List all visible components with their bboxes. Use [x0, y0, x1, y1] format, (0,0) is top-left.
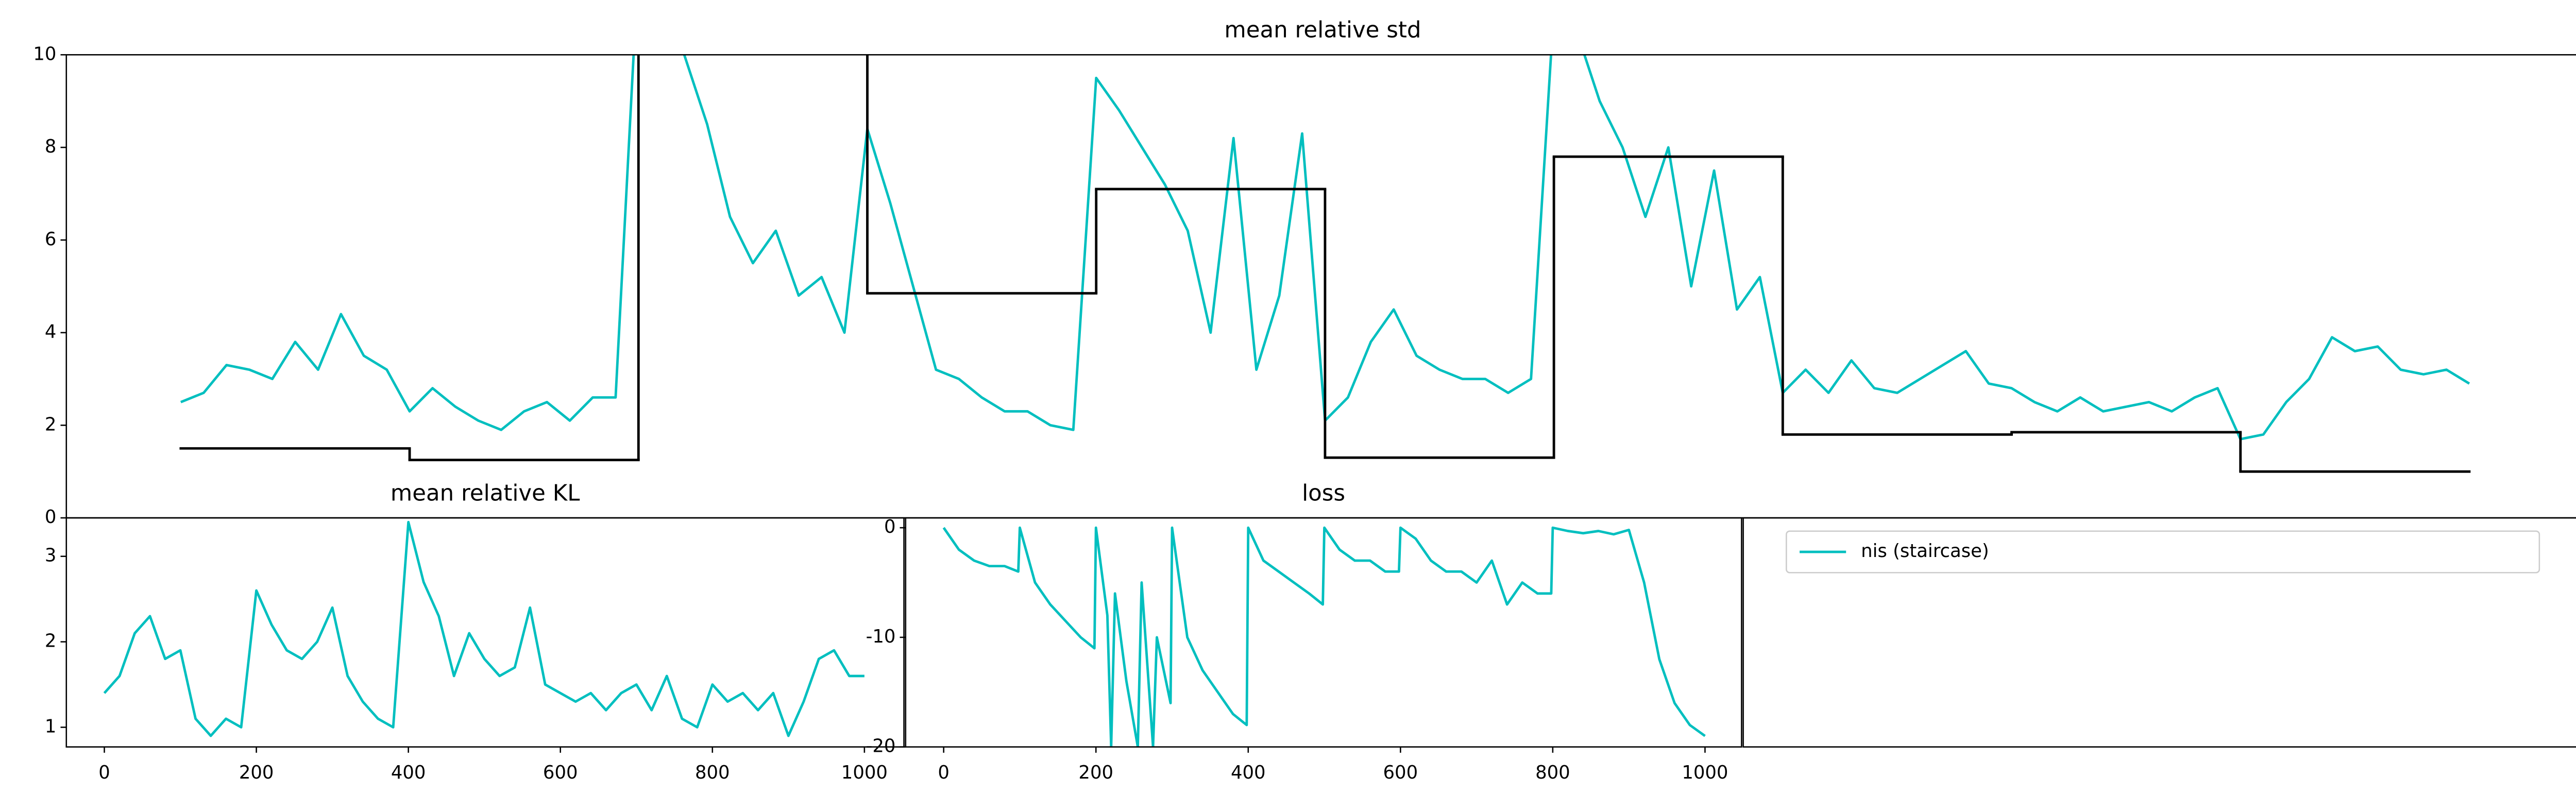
y-tick-label: -10 — [866, 626, 896, 647]
x-tick-label: 800 — [1535, 762, 1570, 783]
y-tick-label: 2 — [45, 631, 57, 652]
x-tick-label: 600 — [543, 762, 578, 783]
y-tick-label: 8 — [45, 136, 57, 157]
data-line — [103, 520, 865, 737]
x-tick-label: 800 — [695, 762, 730, 783]
x-tick-label: 600 — [1383, 762, 1418, 783]
y-tick-label: 10 — [33, 43, 56, 64]
x-tick-label: 400 — [391, 762, 426, 783]
axes-frame — [1742, 517, 2576, 748]
plot-area — [103, 520, 865, 737]
x-tick-label: 0 — [98, 762, 110, 783]
y-tick-label: 6 — [45, 229, 57, 250]
legend-box — [1785, 530, 2540, 573]
axes-frame — [65, 517, 905, 748]
x-tick-label: 200 — [239, 762, 274, 783]
chart-title: mean relative std — [1224, 18, 1421, 43]
x-tick-label: 0 — [938, 762, 950, 783]
x-tick-label: 400 — [1231, 762, 1266, 783]
y-tick-label: 0 — [45, 507, 57, 528]
y-tick-label: -20 — [866, 736, 896, 757]
y-tick-label: 1 — [45, 716, 57, 737]
axes-frame — [905, 517, 1742, 748]
plot-area — [179, 55, 2471, 473]
y-tick-label: 4 — [45, 322, 57, 343]
x-tick-label: 1000 — [1682, 762, 1728, 783]
legend-label: nis (staircase) — [1861, 541, 1989, 562]
data-line — [942, 526, 1706, 747]
x-tick-label: 1000 — [841, 762, 888, 783]
x-tick-label: 200 — [1078, 762, 1113, 783]
y-tick-label: 3 — [45, 545, 57, 566]
plot-area — [942, 526, 1706, 747]
chart-title: loss — [1302, 480, 1345, 506]
chart-title: mean relative KL — [391, 480, 580, 506]
y-tick-label: 0 — [884, 516, 896, 537]
y-tick-label: 2 — [45, 414, 57, 435]
